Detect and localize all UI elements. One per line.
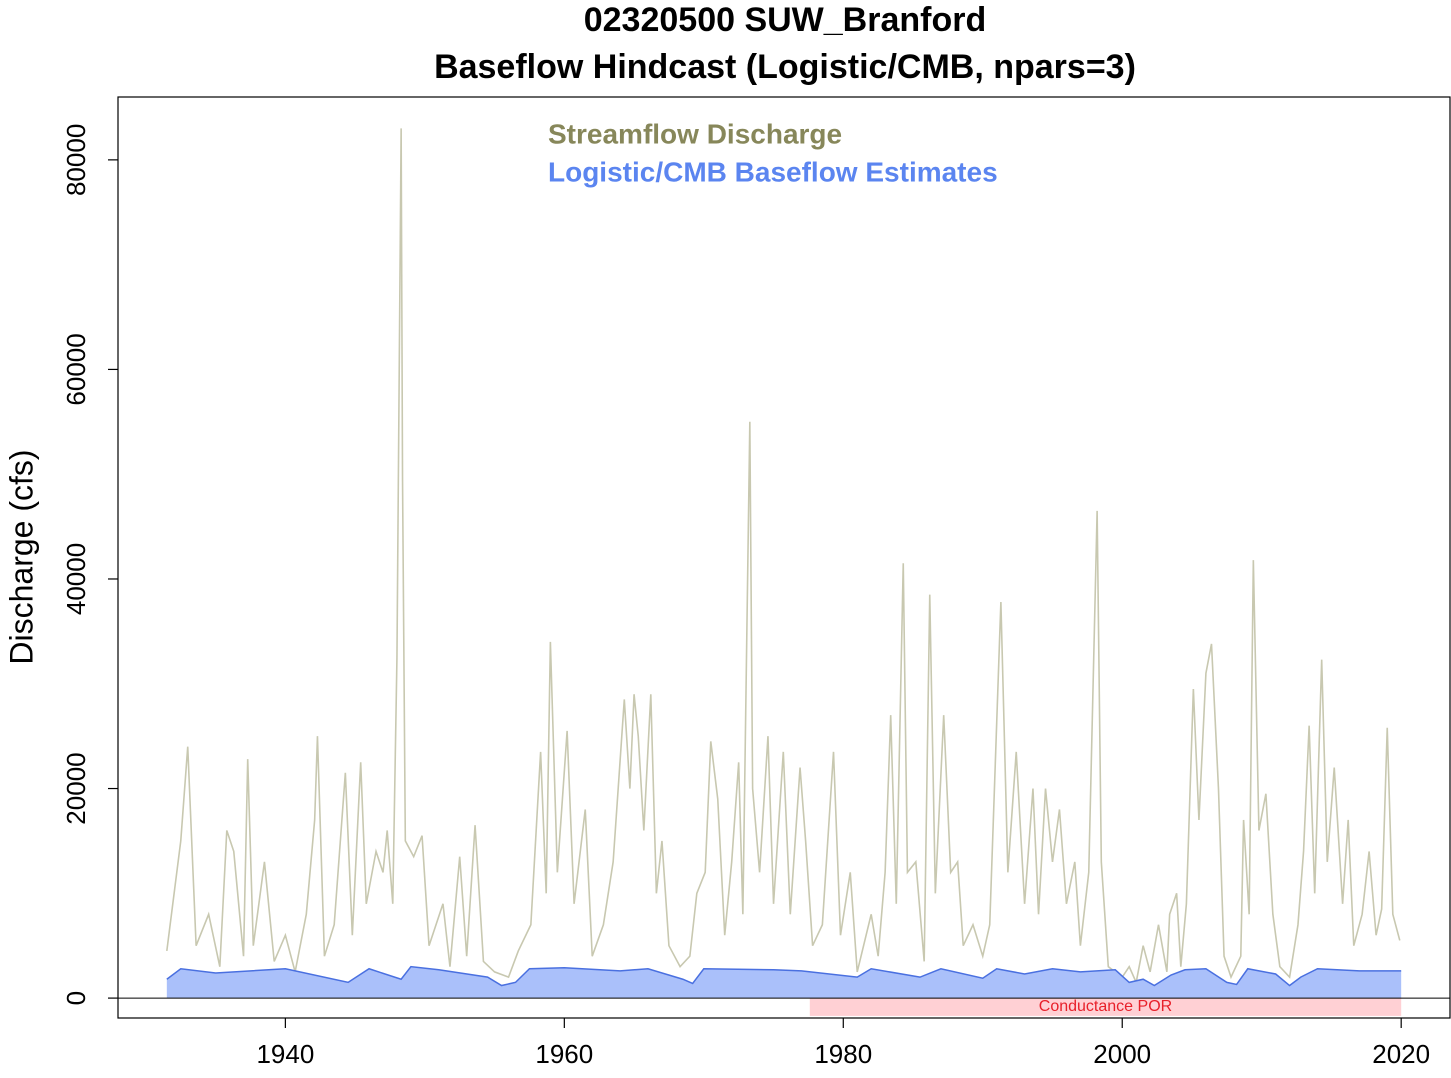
x-tick-label: 1960 [535, 1039, 593, 1069]
series-line [166, 128, 1401, 986]
y-axis-label: Discharge (cfs) [3, 449, 39, 664]
chart-subtitle: Baseflow Hindcast (Logistic/CMB, npars=3… [434, 48, 1136, 86]
x-tick-label: 2020 [1372, 1039, 1430, 1069]
x-tick-label: 2000 [1093, 1039, 1151, 1069]
shaded-period-label: Conductance POR [1039, 998, 1172, 1015]
y-tick-label: 0 [61, 991, 91, 1005]
plot-frame [117, 96, 1451, 1019]
legend-entry: Streamflow Discharge [548, 118, 842, 149]
shaded-period [809, 998, 1402, 1016]
y-tick-label: 80000 [61, 124, 91, 196]
chart-title: 02320500 SUW_Branford [584, 1, 987, 39]
y-tick-label: 40000 [61, 543, 91, 615]
x-tick-label: 1980 [814, 1039, 872, 1069]
y-tick-label: 60000 [61, 333, 91, 405]
x-tick-label: 1940 [256, 1039, 314, 1069]
series-line [166, 965, 1402, 987]
y-tick-label: 20000 [61, 752, 91, 824]
legend-entry: Logistic/CMB Baseflow Estimates [548, 156, 998, 187]
baseflow-area [166, 966, 1402, 999]
